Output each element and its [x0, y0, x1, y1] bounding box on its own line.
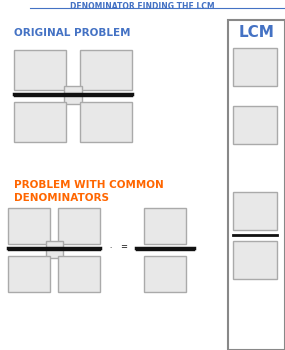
Bar [80, 102, 132, 142]
Bar [58, 208, 100, 244]
Bar [233, 48, 277, 86]
Bar [144, 256, 186, 292]
Text: PROBLEM WITH COMMON: PROBLEM WITH COMMON [14, 180, 164, 190]
Text: DENOMINATORS: DENOMINATORS [14, 193, 109, 203]
Bar [14, 102, 66, 142]
Bar [8, 208, 50, 244]
Text: DENOMINATOR FINDING THE LCM: DENOMINATOR FINDING THE LCM [70, 2, 214, 11]
Bar [228, 20, 285, 350]
Bar [8, 256, 50, 292]
Bar [233, 106, 277, 144]
Bar [233, 241, 277, 279]
Bar [144, 208, 186, 244]
Bar [233, 192, 277, 230]
Text: =: = [121, 243, 127, 252]
Text: ORIGINAL PROBLEM: ORIGINAL PROBLEM [14, 28, 131, 38]
Text: LCM: LCM [239, 25, 274, 40]
Bar [58, 256, 100, 292]
Bar [14, 50, 66, 90]
Text: ·: · [109, 245, 111, 251]
Bar [46, 240, 62, 258]
Bar [80, 50, 132, 90]
Bar [64, 86, 82, 104]
